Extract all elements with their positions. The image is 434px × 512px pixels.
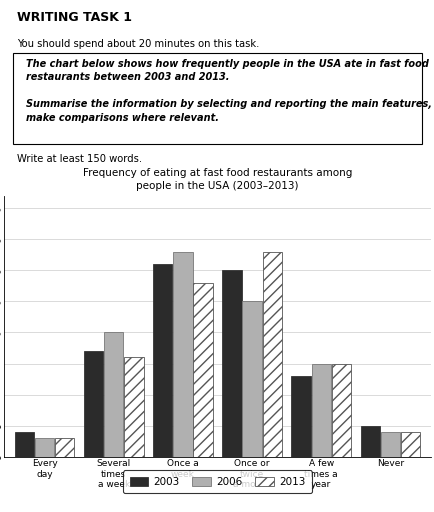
Text: WRITING TASK 1: WRITING TASK 1 xyxy=(17,11,132,24)
Bar xyxy=(400,432,419,457)
Bar xyxy=(193,283,212,457)
Bar xyxy=(124,357,143,457)
Bar xyxy=(380,432,399,457)
Text: Write at least 150 words.: Write at least 150 words. xyxy=(17,154,142,164)
Bar xyxy=(360,425,379,457)
Bar xyxy=(84,351,103,457)
Bar xyxy=(291,376,310,457)
Bar xyxy=(104,332,123,457)
Bar xyxy=(15,432,34,457)
Bar xyxy=(262,252,281,457)
Bar xyxy=(55,438,74,457)
Bar xyxy=(173,252,192,457)
Bar xyxy=(331,364,350,457)
Legend: 2003, 2006, 2013: 2003, 2006, 2013 xyxy=(123,471,311,493)
FancyBboxPatch shape xyxy=(13,53,421,144)
Bar xyxy=(222,270,241,457)
Text: The chart below shows how frequently people in the USA ate in fast food
restaura: The chart below shows how frequently peo… xyxy=(26,58,434,123)
Title: Frequency of eating at fast food restaurants among
people in the ⁠USA (2003–2013: Frequency of eating at fast food restaur… xyxy=(82,167,352,191)
Text: You should spend about 20 minutes on this task.: You should spend about 20 minutes on thi… xyxy=(17,39,259,50)
Bar xyxy=(311,364,330,457)
Bar xyxy=(153,264,172,457)
Bar xyxy=(242,302,261,457)
Bar xyxy=(35,438,54,457)
